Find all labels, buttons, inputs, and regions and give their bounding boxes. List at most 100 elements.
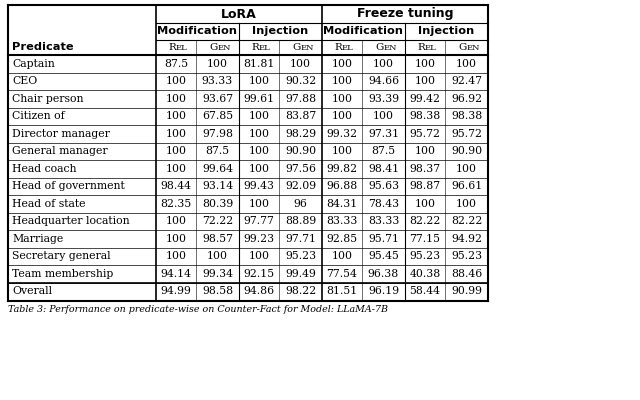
Text: Head of state: Head of state: [12, 199, 86, 209]
Text: Captain: Captain: [12, 59, 55, 69]
Text: 100: 100: [248, 129, 269, 139]
Text: 100: 100: [248, 164, 269, 174]
Text: 100: 100: [166, 129, 186, 139]
Text: R: R: [334, 43, 342, 52]
Text: LoRA: LoRA: [221, 8, 257, 20]
Text: Citizen of: Citizen of: [12, 111, 65, 121]
Text: 97.88: 97.88: [285, 94, 316, 104]
Text: 98.58: 98.58: [202, 286, 233, 296]
Text: 98.44: 98.44: [161, 181, 191, 191]
Text: G: G: [458, 43, 467, 52]
Text: 90.90: 90.90: [285, 146, 316, 156]
Text: 100: 100: [332, 76, 353, 86]
Text: 100: 100: [332, 59, 353, 69]
Text: Chair person: Chair person: [12, 94, 83, 104]
Text: 98.41: 98.41: [368, 164, 399, 174]
Text: 98.38: 98.38: [451, 111, 482, 121]
Text: 96.38: 96.38: [368, 269, 399, 279]
Text: 98.37: 98.37: [410, 164, 440, 174]
Text: 100: 100: [166, 251, 186, 261]
Text: 93.39: 93.39: [368, 94, 399, 104]
Text: Freeze tuning: Freeze tuning: [356, 8, 453, 20]
Text: Modification: Modification: [323, 26, 403, 36]
Text: 97.71: 97.71: [285, 234, 316, 244]
Text: 87.5: 87.5: [205, 146, 230, 156]
Text: 99.34: 99.34: [202, 269, 233, 279]
Text: 100: 100: [248, 111, 269, 121]
Text: 100: 100: [166, 164, 186, 174]
Text: 78.43: 78.43: [368, 199, 399, 209]
Text: 92.15: 92.15: [243, 269, 275, 279]
Text: 81.81: 81.81: [243, 59, 275, 69]
Text: 96.92: 96.92: [451, 94, 482, 104]
Text: 99.64: 99.64: [202, 164, 233, 174]
Text: 100: 100: [166, 146, 186, 156]
Text: 98.22: 98.22: [285, 286, 316, 296]
Text: 100: 100: [166, 234, 186, 244]
Text: 100: 100: [373, 59, 394, 69]
Text: 99.61: 99.61: [243, 94, 275, 104]
Text: EN: EN: [301, 44, 314, 52]
Text: 94.92: 94.92: [451, 234, 482, 244]
Text: 83.87: 83.87: [285, 111, 316, 121]
Text: 95.63: 95.63: [368, 181, 399, 191]
Text: 90.32: 90.32: [285, 76, 316, 86]
Text: 97.77: 97.77: [244, 216, 275, 226]
Text: 88.89: 88.89: [285, 216, 316, 226]
Text: 100: 100: [207, 251, 228, 261]
Text: Modification: Modification: [157, 26, 237, 36]
Text: 72.22: 72.22: [202, 216, 233, 226]
Text: 98.57: 98.57: [202, 234, 233, 244]
Text: 92.09: 92.09: [285, 181, 316, 191]
Text: 94.86: 94.86: [243, 286, 275, 296]
Text: 97.56: 97.56: [285, 164, 316, 174]
Text: 92.85: 92.85: [326, 234, 358, 244]
Text: R: R: [168, 43, 176, 52]
Text: General manager: General manager: [12, 146, 108, 156]
Text: 97.98: 97.98: [202, 129, 233, 139]
Text: 100: 100: [332, 146, 353, 156]
Text: 100: 100: [332, 111, 353, 121]
Text: Team membership: Team membership: [12, 269, 113, 279]
Text: 100: 100: [332, 94, 353, 104]
Text: 96.88: 96.88: [326, 181, 358, 191]
Text: G: G: [375, 43, 383, 52]
Text: EL: EL: [342, 44, 354, 52]
Text: 92.47: 92.47: [451, 76, 482, 86]
Text: 40.38: 40.38: [410, 269, 440, 279]
Text: 82.22: 82.22: [451, 216, 482, 226]
Text: EN: EN: [467, 44, 480, 52]
Text: 100: 100: [456, 199, 477, 209]
Text: Head coach: Head coach: [12, 164, 77, 174]
Text: EL: EL: [425, 44, 436, 52]
Text: EL: EL: [176, 44, 188, 52]
Text: 100: 100: [415, 146, 435, 156]
Text: 99.82: 99.82: [326, 164, 358, 174]
Text: 95.72: 95.72: [410, 129, 440, 139]
Text: 99.43: 99.43: [243, 181, 275, 191]
Text: 99.42: 99.42: [410, 94, 440, 104]
Text: 100: 100: [248, 199, 269, 209]
Text: 96.61: 96.61: [451, 181, 482, 191]
Text: CEO: CEO: [12, 76, 37, 86]
Text: 80.39: 80.39: [202, 199, 233, 209]
Text: 100: 100: [415, 59, 435, 69]
Text: Injection: Injection: [419, 26, 475, 36]
Text: R: R: [417, 43, 425, 52]
Text: 83.33: 83.33: [326, 216, 358, 226]
Text: Head of government: Head of government: [12, 181, 125, 191]
Text: 100: 100: [332, 251, 353, 261]
Text: Marriage: Marriage: [12, 234, 63, 244]
Text: 95.71: 95.71: [368, 234, 399, 244]
Text: 100: 100: [415, 199, 435, 209]
Text: 100: 100: [456, 59, 477, 69]
Text: 100: 100: [456, 164, 477, 174]
Text: 58.44: 58.44: [410, 286, 440, 296]
Text: 90.90: 90.90: [451, 146, 482, 156]
Text: 100: 100: [166, 76, 186, 86]
Text: G: G: [209, 43, 218, 52]
Text: 93.33: 93.33: [202, 76, 233, 86]
Text: 99.32: 99.32: [326, 129, 358, 139]
Text: 100: 100: [290, 59, 311, 69]
Text: 100: 100: [373, 111, 394, 121]
